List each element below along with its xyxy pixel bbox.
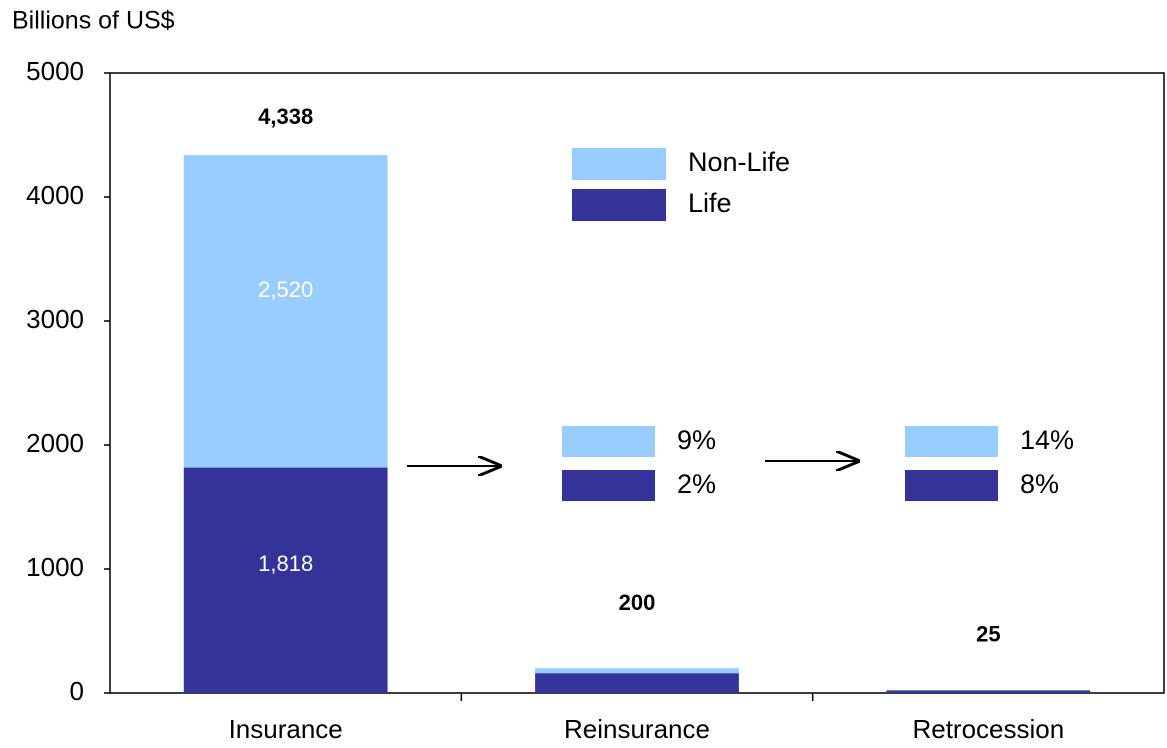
- legend-swatch: [572, 148, 666, 180]
- value-label: 2,520: [258, 277, 313, 302]
- y-tick-label: 1000: [26, 552, 84, 582]
- bar-segment: [886, 689, 1091, 691]
- ratio-swatch: [905, 470, 998, 501]
- total-label: 4,338: [258, 104, 313, 129]
- ratio-label: 14%: [1020, 425, 1074, 455]
- bar-segment: [886, 690, 1091, 693]
- legend-label: Non-Life: [688, 147, 790, 177]
- y-tick-label: 4000: [26, 180, 84, 210]
- ratio-label: 2%: [677, 469, 716, 499]
- y-tick-label: 3000: [26, 304, 84, 334]
- bar-segment: [183, 155, 388, 468]
- bar-segment: [535, 668, 739, 674]
- bar-segment: [183, 467, 388, 693]
- y-tick-label: 2000: [26, 428, 84, 458]
- ratio-swatch: [562, 426, 655, 457]
- total-label: 25: [976, 622, 1000, 647]
- total-label: 200: [619, 590, 656, 615]
- value-label: 1,818: [258, 551, 313, 576]
- x-tick-label: Retrocession: [912, 714, 1064, 744]
- legend-swatch: [572, 189, 666, 221]
- legend-label: Life: [688, 188, 732, 218]
- axis-title: Billions of US$: [12, 7, 175, 35]
- ratio-swatch: [562, 470, 655, 501]
- ratio-label: 8%: [1020, 469, 1059, 499]
- ratio-label: 9%: [677, 425, 716, 455]
- ratio-swatch: [905, 426, 998, 457]
- y-tick-label: 5000: [26, 56, 84, 86]
- bar-segment: [535, 673, 739, 693]
- x-tick-label: Insurance: [229, 714, 343, 744]
- y-tick-label: 0: [70, 676, 84, 706]
- x-tick-label: Reinsurance: [564, 714, 710, 744]
